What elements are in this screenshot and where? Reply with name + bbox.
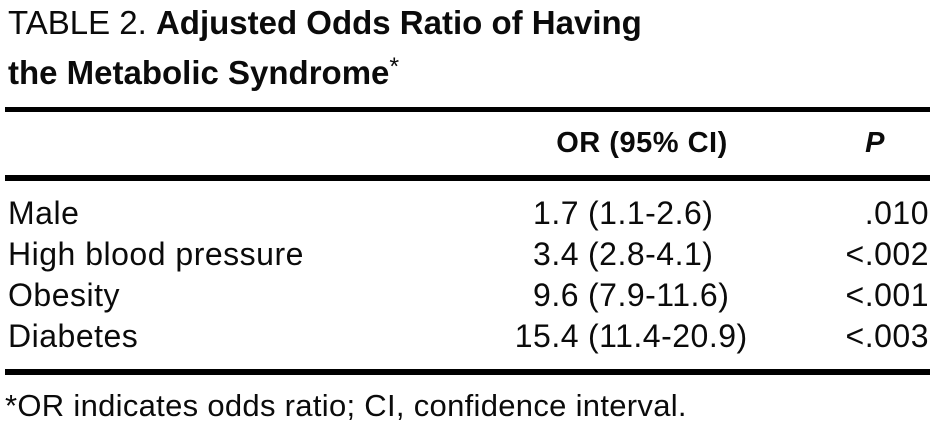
table-row-high-blood-pressure: High blood pressure 3.4 (2.8-4.1) <.002 [0, 234, 937, 275]
row-label: High blood pressure [8, 236, 304, 272]
ci-value: (7.9-11.6) [588, 277, 730, 313]
ci-value: (2.8-4.1) [588, 236, 714, 272]
p-value: <.002 [845, 236, 929, 272]
row-label: Obesity [8, 277, 120, 313]
table-row-obesity: Obesity 9.6 (7.9-11.6) <.001 [0, 275, 937, 316]
p-value: .010 [864, 195, 929, 231]
p-value: <.003 [845, 318, 929, 354]
table-title-text-1: Adjusted Odds Ratio of Having [155, 4, 642, 41]
table-rule-bottom [5, 369, 930, 375]
column-header-or-ci: OR (95% CI) [556, 127, 728, 159]
table-title: TABLE 2. Adjusted Odds Ratio of Having t… [0, 0, 937, 95]
or-ci-cell: 15.4 (11.4-20.9) [513, 318, 813, 355]
row-label: Diabetes [8, 318, 139, 354]
table-header-row: OR (95% CI) P [0, 112, 937, 175]
or-value: 9.6 [533, 277, 579, 313]
or-ci-cell: 9.6 (7.9-11.6) [513, 277, 813, 314]
column-header-p: P [865, 127, 885, 159]
table-row-diabetes: Diabetes 15.4 (11.4-20.9) <.003 [0, 316, 937, 357]
ci-value: (11.4-20.9) [588, 318, 748, 354]
or-ci-cell: 3.4 (2.8-4.1) [513, 236, 813, 273]
ci-value: (1.1-2.6) [588, 195, 714, 231]
p-value: <.001 [845, 277, 929, 313]
row-label: Male [8, 195, 80, 231]
table-title-text-2: the Metabolic Syndrome [8, 54, 390, 91]
table-rule-header-divider [5, 175, 930, 181]
or-value: 3.4 [533, 236, 579, 272]
or-ci-cell: 1.7 (1.1-2.6) [513, 195, 813, 232]
table-footnote: *OR indicates odds ratio; CI, confidence… [5, 388, 687, 423]
table-rule-top [5, 107, 930, 112]
table-row-male: Male 1.7 (1.1-2.6) .010 [0, 193, 937, 234]
or-value: 1.7 [533, 195, 579, 231]
table-number-label: TABLE 2. [8, 4, 147, 41]
title-asterisk: * [389, 53, 400, 81]
table-title-line-1: TABLE 2. Adjusted Odds Ratio of Having [8, 0, 927, 45]
or-value: 15.4 [514, 318, 579, 354]
table-title-line-2: the Metabolic Syndrome* [8, 45, 927, 95]
table-body: Male 1.7 (1.1-2.6) .010 High blood pressu… [0, 181, 937, 369]
